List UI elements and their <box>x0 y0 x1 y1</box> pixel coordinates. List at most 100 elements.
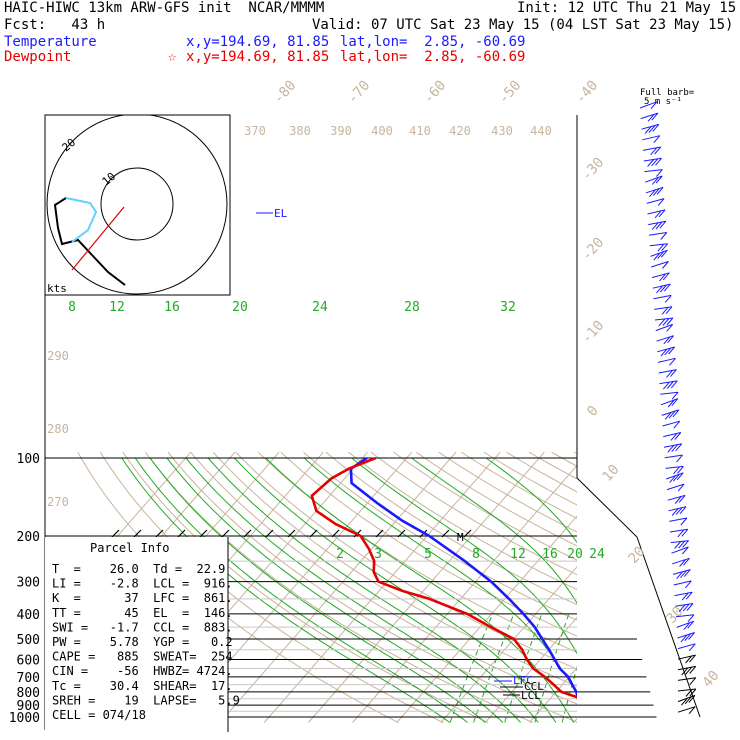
wind-barb-flag <box>664 295 672 303</box>
wind-barb-staff <box>661 409 680 416</box>
mixing-ratio-label: 16 <box>542 547 558 562</box>
wind-barb-staff <box>648 232 667 236</box>
wind-barb-flag <box>660 348 668 357</box>
mixing-ratio-label: 32 <box>500 300 516 315</box>
wind-barb-flag <box>674 541 682 549</box>
wind-barb-staff <box>669 517 687 522</box>
wind-barb-flag <box>657 198 665 206</box>
wind-barb-flag <box>678 604 686 613</box>
wind-barb-flag <box>661 243 668 252</box>
moist-adiabat-line <box>485 457 577 544</box>
wind-barb-staff <box>670 540 689 544</box>
isotherm-line <box>440 565 577 723</box>
parcel-info-row: K = 37 LFC = 861. <box>52 591 233 605</box>
model-title: HAIC-HIWC 13km ARW-GFS init NCAR/MMMM <box>4 0 325 16</box>
wind-barb-flag <box>666 370 673 378</box>
wind-barb-flag <box>682 546 689 555</box>
wind-barb-staff <box>654 317 673 321</box>
parcel-info-row: Tc = 30.4 SHEAR= 17. <box>52 679 233 693</box>
wind-barb-flag <box>657 251 665 259</box>
frame-inset-edge <box>576 477 638 538</box>
parcel-info-row: T = 26.0 Td = 22.9 <box>52 562 225 576</box>
parcel-info-row: SWI = -1.7 CCL = 883. <box>52 620 233 634</box>
dewpoint-legend-label: Dewpoint <box>4 49 72 65</box>
wind-barb-flag <box>670 433 678 441</box>
mixing-ratio-label: 20 <box>567 547 583 562</box>
wind-barb-flag <box>659 273 666 282</box>
wind-barb-flag <box>658 209 666 218</box>
dry-adiabat-line <box>325 451 577 606</box>
wind-barb-staff <box>651 272 670 279</box>
theta-label: 270 <box>47 495 69 509</box>
wind-barb-staff <box>675 614 694 618</box>
theta-label: 430 <box>491 124 513 138</box>
wind-barb-staff <box>647 209 666 215</box>
wind-barb-staff <box>642 135 660 141</box>
wind-barb-staff <box>641 123 659 130</box>
isotherm-line <box>219 451 457 723</box>
wind-barb-flag <box>684 580 692 589</box>
wind-barb-staff <box>672 557 690 565</box>
wind-barb-staff <box>677 677 696 681</box>
parcel-info-row: SREH = 19 LAPSE= 5.9 <box>52 693 240 707</box>
wind-barb-staff <box>662 420 680 427</box>
pressure-label: 900 <box>17 699 40 714</box>
hatch-mark <box>133 529 142 538</box>
isotherm-label: -20 <box>579 235 608 265</box>
isotherm-label: 0 <box>584 403 602 420</box>
wind-barb-staff <box>646 198 665 204</box>
wind-barb-flag <box>664 411 672 420</box>
parcel-info-box: Parcel Info T = 26.0 Td = 22.9LI = -2.8 L… <box>45 537 240 732</box>
parcel-info-row: CELL = 074/18 <box>52 708 146 722</box>
temperature-trace <box>349 456 577 700</box>
wind-barb-flag <box>660 284 667 293</box>
dry-adiabat-line <box>348 451 577 591</box>
wind-barb-flag <box>647 159 654 167</box>
wind-barb-flag <box>671 444 679 452</box>
wind-barb-flag <box>681 528 689 537</box>
moist-adiabat-line <box>149 457 486 723</box>
moist-adiabat-line <box>351 457 577 655</box>
temperature-xy: x,y=194.69, 81.85 <box>186 34 330 50</box>
isotherm-label: 10 <box>599 462 622 485</box>
wind-barb-staff <box>656 335 674 342</box>
wind-barb-flag <box>652 177 659 185</box>
moist-adiabat-line <box>166 457 504 723</box>
wind-barb-flag <box>656 169 663 177</box>
hatch-mark <box>111 529 120 538</box>
wind-barb-staff <box>658 369 677 374</box>
hodograph-trace-low <box>53 197 126 286</box>
wind-barb-flag <box>689 654 696 663</box>
wind-barb-staff <box>677 706 696 713</box>
wind-barb-flag <box>652 188 660 196</box>
hodograph-ring-inner <box>100 167 174 241</box>
wind-barb-flag <box>674 496 682 504</box>
wind-barb-flag <box>668 346 675 355</box>
wind-barb-flag <box>670 369 677 377</box>
wind-barb-staff <box>677 643 696 650</box>
pressure-label: 100 <box>17 452 40 467</box>
dry-adiabat-line <box>145 451 534 723</box>
wind-barb-flag <box>661 249 668 258</box>
isotherm-line <box>484 616 577 723</box>
parcel-info-title: Parcel Info <box>90 541 169 555</box>
isotherm-line <box>352 464 577 723</box>
wind-barb-staff <box>651 261 669 268</box>
wind-barb-flag <box>689 666 697 674</box>
wind-barb-flag <box>674 432 682 440</box>
wind-barb-staff <box>673 580 692 586</box>
mixing-ratio-label: 24 <box>589 547 605 562</box>
pressure-label: 500 <box>17 633 40 648</box>
wind-barb-flag <box>662 261 669 269</box>
moist-adiabat-line <box>185 457 521 723</box>
wind-barb-flag <box>682 540 689 548</box>
storm-motion-vector <box>71 206 125 271</box>
wind-barb-staff <box>642 146 661 151</box>
pressure-label: 400 <box>17 608 40 623</box>
wind-barb-flag <box>654 146 662 155</box>
isotherm-label: -50 <box>496 78 525 108</box>
pressure-label: 700 <box>17 671 40 686</box>
wind-barb-staff <box>675 603 694 607</box>
isotherm-label: -60 <box>421 78 450 108</box>
